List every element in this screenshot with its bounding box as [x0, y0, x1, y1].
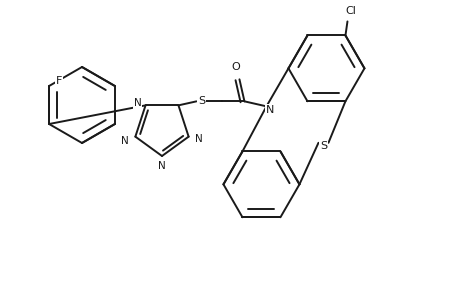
- Text: S: S: [319, 141, 326, 151]
- Text: Cl: Cl: [344, 6, 355, 16]
- Text: N: N: [158, 161, 166, 171]
- Text: S: S: [197, 96, 205, 106]
- Text: N: N: [266, 105, 274, 115]
- Text: N: N: [134, 98, 141, 108]
- Text: N: N: [121, 136, 129, 146]
- Text: F: F: [56, 76, 62, 86]
- Text: N: N: [194, 134, 202, 144]
- Text: O: O: [230, 62, 239, 72]
